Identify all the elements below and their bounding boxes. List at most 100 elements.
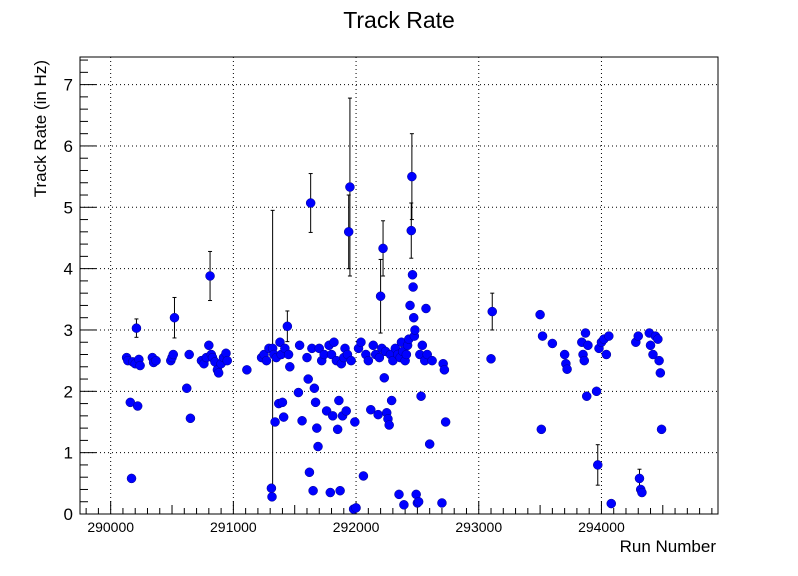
data-point: [285, 362, 295, 372]
data-point: [656, 424, 667, 435]
data-point: [277, 397, 288, 408]
y-tick-label: 4: [64, 260, 73, 279]
data-point: [325, 487, 336, 498]
data-point: [368, 340, 378, 351]
data-point: [416, 391, 426, 401]
data-point: [131, 323, 142, 333]
data-point: [405, 300, 415, 311]
data-point: [655, 368, 666, 378]
data-point: [205, 271, 215, 281]
data-point: [633, 331, 643, 341]
data-point: [410, 325, 420, 335]
data-point: [135, 360, 145, 371]
data-point: [283, 349, 294, 360]
data-point: [406, 225, 417, 236]
data-point: [580, 328, 591, 338]
data-point: [267, 492, 277, 502]
data-point: [417, 340, 428, 351]
data-point: [304, 467, 315, 478]
data-point: [535, 309, 545, 320]
data-point: [334, 395, 344, 406]
data-point: [358, 471, 369, 481]
data-point: [583, 340, 593, 351]
data-point: [261, 355, 272, 366]
data-point: [437, 498, 447, 508]
data-point: [278, 412, 289, 422]
data-point: [332, 424, 343, 435]
data-point: [310, 397, 321, 408]
data-point: [579, 355, 590, 366]
data-point: [181, 383, 192, 393]
data-point: [427, 355, 437, 366]
data-point: [151, 355, 161, 366]
data-point: [282, 321, 293, 332]
data-point: [648, 349, 658, 360]
data-point: [559, 349, 570, 360]
data-point: [222, 355, 232, 366]
data-point: [379, 373, 390, 383]
data-point: [653, 334, 663, 344]
y-tick-label: 1: [64, 444, 73, 463]
data-point: [591, 386, 602, 397]
data-point: [169, 312, 180, 323]
data-point: [645, 340, 656, 351]
data-point: [373, 409, 383, 420]
x-tick-label: 293000: [455, 519, 502, 535]
data-point: [305, 198, 316, 208]
data-point: [487, 306, 497, 317]
data-point: [351, 503, 361, 513]
data-point: [341, 406, 351, 416]
data-point: [309, 383, 320, 393]
data-point: [303, 374, 313, 384]
data-point: [270, 417, 280, 427]
data-point: [313, 441, 323, 452]
data-point: [413, 496, 424, 507]
data-point: [329, 337, 339, 347]
data-point: [606, 498, 617, 509]
data-point: [184, 349, 194, 360]
data-point: [374, 352, 385, 363]
data-point: [654, 355, 664, 366]
data-point: [421, 303, 431, 314]
data-point: [363, 355, 374, 366]
grid-lines: [80, 57, 718, 515]
data-point: [185, 413, 196, 424]
data-point: [440, 417, 451, 427]
data-point: [308, 485, 318, 496]
y-axis-label: Track Rate (in Hz): [31, 60, 50, 197]
data-point: [327, 411, 338, 421]
plot-frame: [79, 56, 719, 515]
data-point: [486, 354, 496, 364]
data-point: [408, 282, 418, 292]
data-point: [408, 312, 419, 323]
y-tick-label: 3: [64, 321, 73, 340]
data-point: [401, 349, 412, 360]
data-point: [604, 331, 614, 341]
data-point: [399, 500, 409, 510]
data-point: [601, 349, 612, 360]
data-point: [366, 404, 376, 415]
data-point: [126, 473, 137, 484]
data-point: [424, 439, 435, 449]
data-point: [293, 387, 304, 398]
y-tick-label: 0: [64, 505, 73, 524]
data-point: [350, 417, 360, 427]
y-tick-label: 2: [64, 382, 73, 401]
data-point: [375, 291, 386, 301]
data-point: [335, 485, 345, 496]
data-point: [312, 423, 322, 433]
data-point: [537, 331, 548, 341]
data-points: [121, 171, 667, 514]
data-point: [407, 270, 418, 280]
data-point: [356, 337, 366, 347]
y-tick-label: 7: [64, 76, 73, 95]
data-point: [294, 340, 305, 351]
data-point: [394, 489, 404, 500]
data-point: [547, 338, 558, 349]
data-point: [266, 483, 277, 493]
data-point: [343, 227, 354, 237]
x-tick-label: 294000: [578, 519, 625, 535]
x-tick-label: 290000: [87, 519, 134, 535]
